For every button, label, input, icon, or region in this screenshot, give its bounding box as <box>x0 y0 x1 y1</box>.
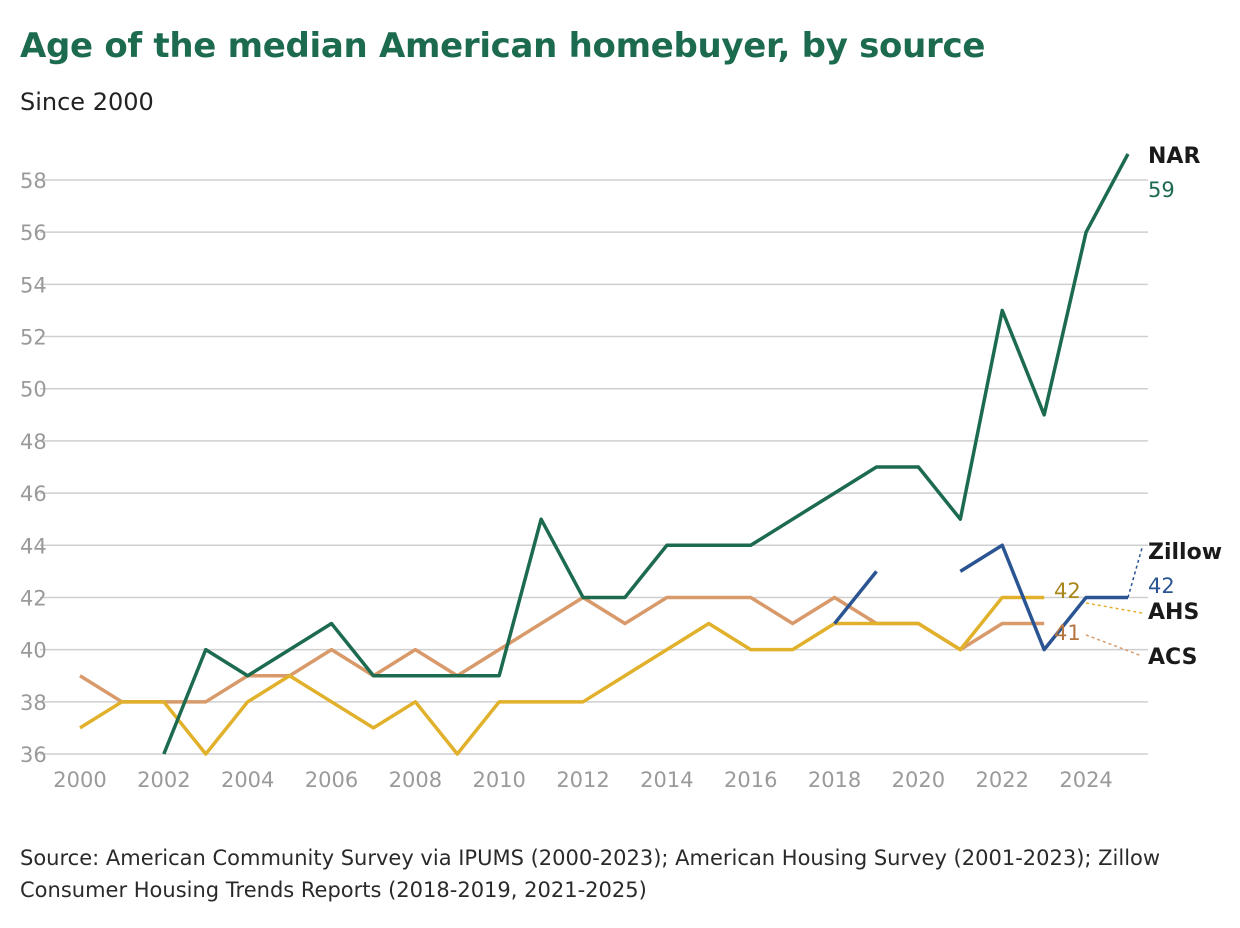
y-tick-label-56: 56 <box>20 221 47 245</box>
y-tick-label-46: 46 <box>20 482 47 506</box>
y-tick-label-44: 44 <box>20 534 47 558</box>
x-tick-label-2006: 2006 <box>305 768 358 792</box>
x-tick-label-2014: 2014 <box>640 768 693 792</box>
y-tick-label-50: 50 <box>20 378 47 402</box>
label-zillow: Zillow <box>1148 540 1222 565</box>
x-tick-label-2002: 2002 <box>137 768 190 792</box>
x-tick-label-2010: 2010 <box>472 768 525 792</box>
value-nar: 59 <box>1148 178 1175 202</box>
label-ahs: AHS <box>1148 600 1199 625</box>
value-zillow: 42 <box>1148 574 1175 598</box>
y-tick-label-58: 58 <box>20 169 47 193</box>
x-tick-label-2024: 2024 <box>1059 768 1112 792</box>
x-tick-label-2008: 2008 <box>389 768 442 792</box>
x-tick-label-2018: 2018 <box>808 768 861 792</box>
source-line-1: Source: American Community Survey via IP… <box>20 846 1161 870</box>
x-tick-label-2022: 2022 <box>976 768 1029 792</box>
x-tick-label-2000: 2000 <box>53 768 106 792</box>
series-lines <box>79 153 1130 756</box>
y-tick-label-52: 52 <box>20 326 47 350</box>
x-tick-label-2020: 2020 <box>892 768 945 792</box>
chart-title: Age of the median American homebuyer, by… <box>20 26 986 66</box>
value-acs: 41 <box>1054 621 1081 645</box>
chart-subtitle: Since 2000 <box>20 88 154 116</box>
series-line-zillow-seg1 <box>833 570 878 625</box>
y-tick-label-40: 40 <box>20 639 47 663</box>
y-tick-label-38: 38 <box>20 691 47 715</box>
leader-ahs <box>1085 602 1143 614</box>
series-line-zillow-seg2 <box>959 543 1128 652</box>
y-tick-label-48: 48 <box>20 430 47 454</box>
x-tick-label-2004: 2004 <box>221 768 274 792</box>
label-nar: NAR <box>1148 144 1200 169</box>
y-tick-label-54: 54 <box>20 273 47 297</box>
grid-lines <box>40 179 1148 755</box>
value-ahs: 42 <box>1054 579 1081 603</box>
label-acs: ACS <box>1148 645 1197 670</box>
series-line-ahs <box>79 595 1045 756</box>
y-tick-label-42: 42 <box>20 586 47 610</box>
series-line-nar <box>162 153 1130 755</box>
x-tick-label-2016: 2016 <box>724 768 777 792</box>
y-tick-label-36: 36 <box>20 743 47 767</box>
source-line-2: Consumer Housing Trends Reports (2018-20… <box>20 878 647 902</box>
leader-zillow <box>1127 547 1143 598</box>
x-tick-label-2012: 2012 <box>556 768 609 792</box>
leader-acs <box>1085 634 1143 657</box>
source-note: Source: American Community Survey via IP… <box>20 842 1220 906</box>
axes: 36 38 40 42 44 46 48 50 52 54 56 58 2000 2002 2004 2006… <box>20 169 1113 792</box>
